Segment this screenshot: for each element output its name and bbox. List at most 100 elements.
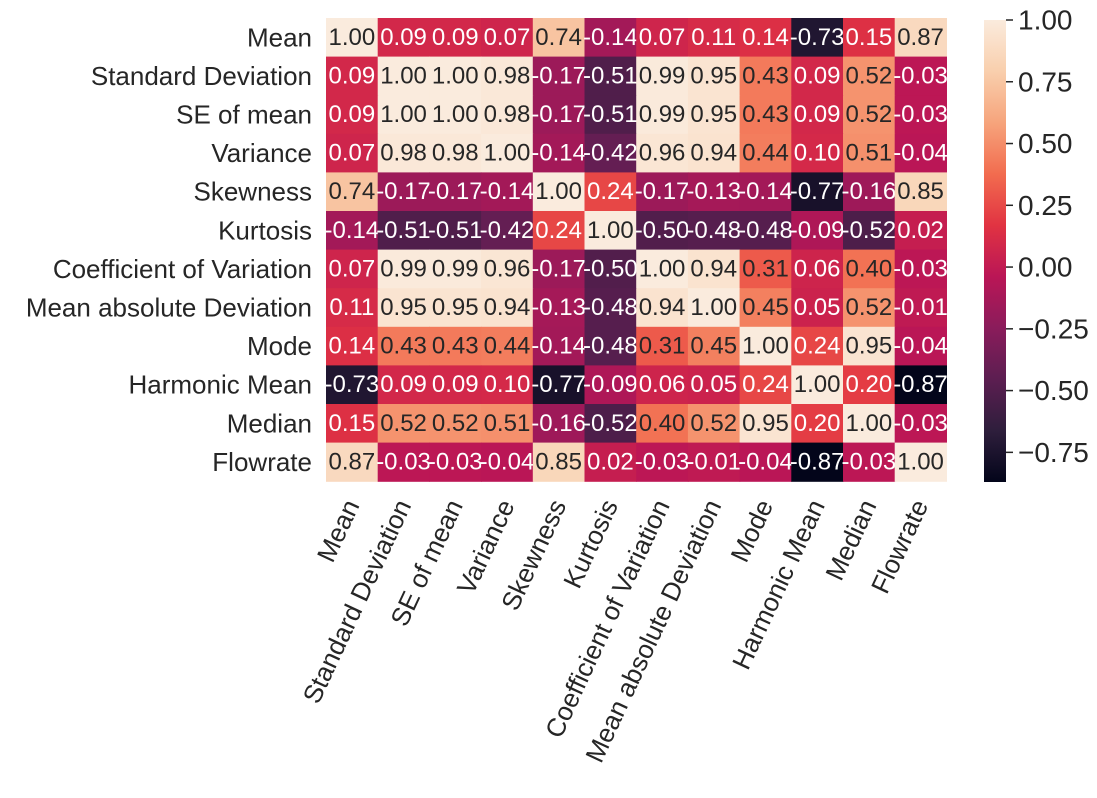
heatmap-cell bbox=[532, 172, 586, 212]
heatmap-cell bbox=[481, 288, 534, 328]
heatmap-cell bbox=[843, 249, 896, 289]
heatmap-cell bbox=[894, 249, 947, 289]
heatmap-cell bbox=[326, 249, 379, 289]
heatmap-cell bbox=[791, 442, 844, 482]
heatmap-cell bbox=[481, 404, 534, 444]
cell-value-label: 0.96 bbox=[484, 255, 531, 282]
heatmap-cell bbox=[739, 56, 792, 96]
cell-value-label: 0.99 bbox=[639, 62, 686, 89]
heatmap-cell bbox=[687, 56, 741, 96]
cell-value-label: -0.17 bbox=[635, 178, 690, 205]
heatmap-cell bbox=[636, 133, 689, 173]
cell-value-label: 0.02 bbox=[897, 217, 944, 244]
cell-value-label: 0.95 bbox=[380, 294, 427, 321]
heatmap-cell bbox=[532, 56, 586, 96]
cell-value-label: 0.09 bbox=[380, 371, 427, 398]
heatmap-cell bbox=[843, 404, 896, 444]
cell-value-label: -0.17 bbox=[531, 255, 586, 282]
heatmap-cell bbox=[532, 249, 586, 289]
heatmap-cell bbox=[636, 442, 689, 482]
cell-value-label: 0.07 bbox=[328, 140, 375, 167]
heatmap-cell bbox=[791, 404, 844, 444]
cell-value-label: 0.52 bbox=[845, 62, 892, 89]
cell-value-label: 0.99 bbox=[639, 101, 686, 128]
heatmap-cell bbox=[532, 288, 586, 328]
cell-value-label: 0.40 bbox=[845, 255, 892, 282]
heatmap-cell bbox=[687, 365, 741, 405]
cell-value-label: -0.17 bbox=[531, 101, 586, 128]
cell-value-label: 1.00 bbox=[690, 294, 737, 321]
cell-value-label: -0.13 bbox=[686, 178, 741, 205]
cell-value-label: -0.52 bbox=[583, 410, 638, 437]
heatmap-cell bbox=[636, 56, 689, 96]
row-label-median: Median bbox=[227, 408, 312, 438]
heatmap-cell bbox=[584, 18, 637, 58]
heatmap-cell bbox=[894, 56, 947, 96]
colorbar: 1.00 0.75 0.50 0.25 0.00 −0.25 −0.50 −0.75 bbox=[984, 5, 1089, 482]
cell-value-label: 0.40 bbox=[639, 410, 686, 437]
heatmap-cell bbox=[894, 18, 947, 58]
cell-value-label: 1.00 bbox=[380, 62, 427, 89]
heatmap-cell bbox=[739, 326, 792, 366]
cell-value-label: 0.24 bbox=[587, 178, 634, 205]
cell-value-label: -0.77 bbox=[790, 178, 845, 205]
heatmap-cell bbox=[532, 18, 586, 58]
cell-value-label: 1.00 bbox=[380, 101, 427, 128]
heatmap-cell bbox=[532, 326, 586, 366]
cell-value-label: -0.87 bbox=[790, 448, 845, 475]
heatmap-cell bbox=[429, 326, 482, 366]
cell-value-label: -0.03 bbox=[893, 410, 948, 437]
heatmap-cell bbox=[481, 172, 534, 212]
cell-value-label: 0.98 bbox=[432, 140, 479, 167]
heatmap-cell bbox=[894, 442, 947, 482]
row-label-flowrate: Flowrate bbox=[212, 447, 312, 477]
heatmap-cell bbox=[791, 56, 844, 96]
cell-value-label: 0.24 bbox=[535, 217, 582, 244]
heatmap-cell bbox=[377, 172, 430, 212]
heatmap-cell bbox=[481, 133, 534, 173]
row-label-coefficient-of-variation: Coefficient of Variation bbox=[53, 254, 312, 284]
cell-value-label: 0.07 bbox=[484, 24, 531, 51]
heatmap-cell bbox=[532, 404, 586, 444]
heatmap-cell bbox=[481, 211, 534, 251]
cell-value-label: 0.06 bbox=[639, 371, 686, 398]
cell-value-label: -0.77 bbox=[531, 371, 586, 398]
heatmap-cell bbox=[739, 172, 792, 212]
cell-value-label: 0.95 bbox=[690, 62, 737, 89]
cell-value-label: 0.87 bbox=[328, 448, 375, 475]
cell-value-label: -0.04 bbox=[480, 448, 535, 475]
cell-value-label: 1.00 bbox=[432, 62, 479, 89]
heatmap-cell bbox=[739, 249, 792, 289]
cell-value-label: 0.31 bbox=[742, 255, 789, 282]
colorbar-ticks: 1.00 0.75 0.50 0.25 0.00 −0.25 −0.50 −0.75 bbox=[1006, 5, 1089, 468]
cell-value-label: -0.48 bbox=[686, 217, 741, 244]
heatmap-cell bbox=[584, 365, 637, 405]
cell-value-label: -0.50 bbox=[635, 217, 690, 244]
heatmap-cell bbox=[532, 211, 586, 251]
heatmap-cell bbox=[687, 172, 741, 212]
heatmap-cell bbox=[791, 95, 844, 135]
heatmap-cell bbox=[532, 133, 586, 173]
cell-value-label: -0.51 bbox=[583, 62, 638, 89]
heatmap-cell bbox=[791, 211, 844, 251]
heatmap-cell bbox=[377, 365, 430, 405]
cell-value-label: 0.24 bbox=[794, 333, 841, 360]
cell-value-label: 0.09 bbox=[380, 24, 427, 51]
cell-value-label: 0.15 bbox=[845, 24, 892, 51]
cell-value-label: -0.04 bbox=[893, 333, 948, 360]
cell-value-label: 0.43 bbox=[742, 62, 789, 89]
heatmap-cell bbox=[739, 288, 792, 328]
colorbar-tick-label: 0.25 bbox=[1018, 190, 1073, 221]
heatmap-cell bbox=[636, 404, 689, 444]
cell-value-label: 0.09 bbox=[794, 101, 841, 128]
heatmap-cell bbox=[532, 95, 586, 135]
cell-value-label: 1.00 bbox=[742, 333, 789, 360]
heatmap-cell bbox=[377, 18, 430, 58]
heatmap-cell bbox=[584, 326, 637, 366]
cell-value-label: 0.20 bbox=[794, 410, 841, 437]
row-label-mean: Mean bbox=[247, 22, 312, 52]
cell-value-label: 0.95 bbox=[432, 294, 479, 321]
heatmap-cell bbox=[791, 18, 844, 58]
cell-value-label: 0.98 bbox=[484, 101, 531, 128]
